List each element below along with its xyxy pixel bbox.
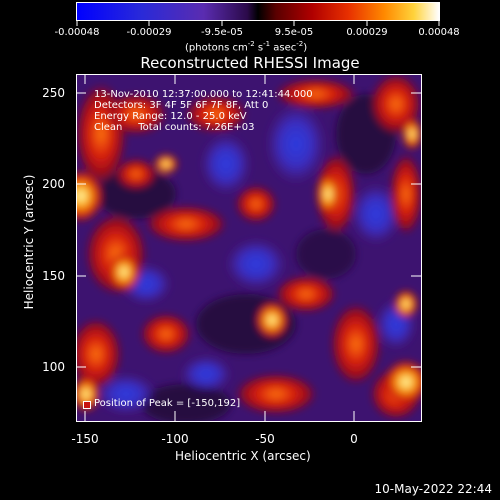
y-tick-label: 200 (42, 177, 65, 191)
rhessi-image (76, 74, 422, 422)
units-exp: -2 (296, 40, 304, 48)
colorbar-tick-label: 0.00048 (418, 27, 460, 38)
annotation-time: 13-Nov-2010 12:37:00.000 to 12:41:44.000 (94, 89, 313, 100)
units-exp: -2 (247, 40, 255, 48)
x-tick-label: -50 (255, 432, 275, 446)
colorbar-tick-label: -9.5e-05 (201, 27, 243, 38)
plot-title: Reconstructed RHESSI Image (140, 54, 360, 72)
units-exp: -1 (263, 40, 271, 48)
annotation-clean: Clean Total counts: 7.26E+03 (94, 122, 255, 133)
x-tick-label: -100 (161, 432, 189, 446)
y-axis-label: Heliocentric Y (arcsec) (22, 174, 36, 310)
units-part: s (254, 42, 264, 54)
x-tick-label: -150 (71, 432, 99, 446)
units-part: ) (303, 42, 308, 54)
x-axis-label: Heliocentric X (arcsec) (175, 449, 311, 463)
colorbar-tick-label: -0.00048 (54, 27, 100, 38)
annotation-detectors: Detectors: 3F 4F 5F 6F 7F 8F, Att 0 (94, 100, 269, 111)
colorbar (76, 2, 440, 21)
colorbar-tick-label: -0.00029 (126, 27, 172, 38)
units-part: asec (270, 42, 297, 54)
colorbar-tick-label: 9.5e-05 (274, 27, 314, 38)
x-tick-label: 0 (350, 432, 358, 446)
colorbar-units: (photons cm-2 s-1 asec-2) (185, 40, 307, 53)
y-tick-label: 100 (42, 360, 65, 374)
colorbar-tick-label: 0.00029 (346, 27, 388, 38)
units-part: (photons cm (185, 42, 248, 54)
annotation-energy: Energy Range: 12.0 - 25.0 keV (94, 111, 247, 122)
peak-marker (83, 401, 91, 409)
colorbar-ticks (76, 21, 440, 26)
peak-position-label: Position of Peak = [-150,192] (94, 398, 241, 409)
timestamp-footer: 10-May-2022 22:44 (374, 482, 492, 496)
y-tick-label: 150 (42, 269, 65, 283)
y-tick-label: 250 (42, 86, 65, 100)
